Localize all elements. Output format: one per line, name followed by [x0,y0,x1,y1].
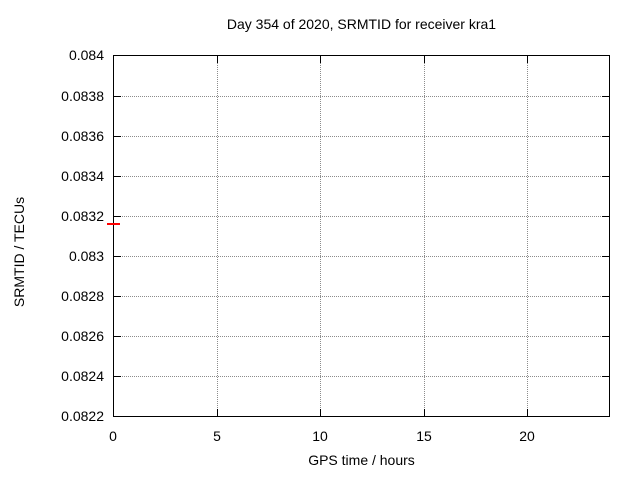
x-tick-mark [527,409,528,416]
y-tick-label: 0.084 [68,47,104,63]
y-tick-label: 0.083 [68,248,104,264]
gridline-horizontal [114,376,609,377]
y-tick-mark [114,296,121,297]
x-tick-mark [320,409,321,416]
gridline-vertical [424,56,425,416]
gridline-horizontal [114,336,609,337]
y-tick-mark-mirror [602,96,609,97]
y-tick-label: 0.0828 [61,288,104,304]
chart-title: Day 354 of 2020, SRMTID for receiver kra… [226,16,497,32]
x-tick-label: 5 [213,428,221,444]
y-tick-label: 0.0824 [61,368,104,384]
gridline-horizontal [114,176,609,177]
gridline-vertical [320,56,321,416]
gridline-vertical [217,56,218,416]
y-tick-label: 0.0822 [61,408,104,424]
y-tick-label: 0.0826 [61,328,104,344]
y-tick-mark-mirror [602,376,609,377]
y-tick-mark-mirror [602,256,609,257]
x-tick-label: 10 [312,428,328,444]
x-tick-mark-mirror [527,56,528,63]
x-tick-mark-mirror [217,56,218,63]
gridline-horizontal [114,256,609,257]
gridline-horizontal [114,296,609,297]
x-axis-title: GPS time / hours [308,452,415,468]
y-tick-mark [114,136,121,137]
y-tick-mark [114,376,121,377]
x-tick-label: 0 [109,428,117,444]
x-tick-mark [424,409,425,416]
y-tick-label: 0.0834 [61,168,104,184]
y-tick-mark-mirror [602,336,609,337]
y-tick-mark-mirror [602,136,609,137]
y-tick-mark-mirror [602,216,609,217]
gridline-horizontal [114,96,609,97]
y-axis-title-text: SRMTID / TECUs [11,196,27,308]
gridline-horizontal [114,216,609,217]
x-tick-mark-mirror [424,56,425,63]
y-tick-label: 0.0838 [61,88,104,104]
x-tick-label: 20 [519,428,535,444]
plot-area [113,55,610,417]
y-tick-label: 0.0832 [61,208,104,224]
y-tick-mark [114,176,121,177]
gridline-horizontal [114,136,609,137]
data-point-marker [107,223,120,225]
gridline-vertical [527,56,528,416]
x-tick-mark [217,409,218,416]
x-tick-mark-mirror [320,56,321,63]
y-tick-mark-mirror [602,176,609,177]
y-tick-mark-mirror [602,296,609,297]
y-tick-mark [114,256,121,257]
x-tick-label: 15 [416,428,432,444]
y-tick-mark [114,216,121,217]
y-tick-mark [114,336,121,337]
y-tick-mark [114,96,121,97]
y-tick-label: 0.0836 [61,128,104,144]
